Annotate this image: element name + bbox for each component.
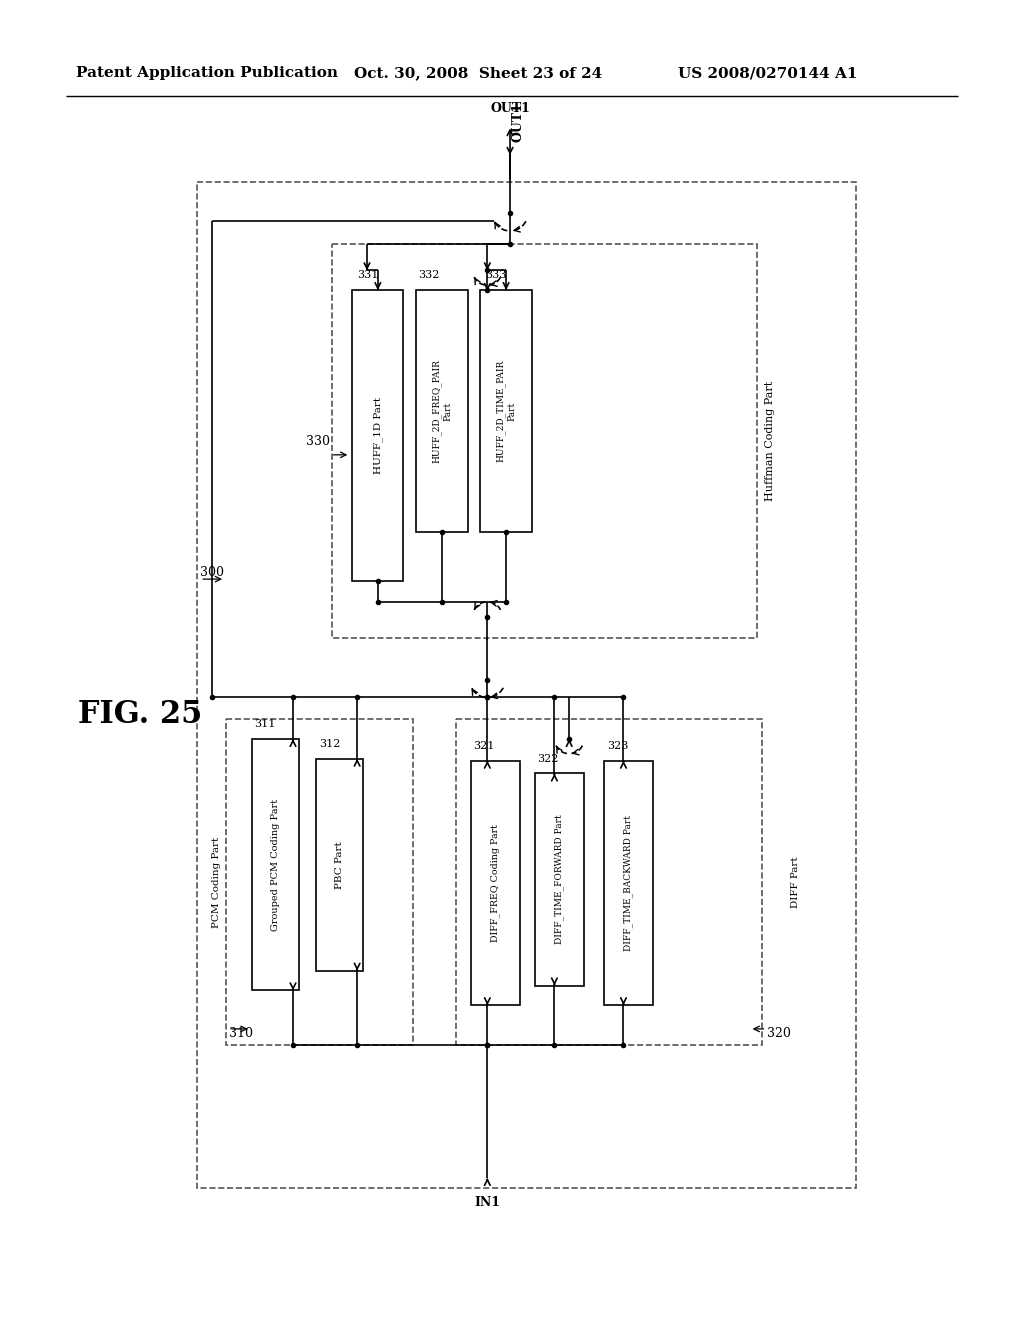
Text: DIFF Part: DIFF Part bbox=[792, 857, 800, 908]
Bar bbox=[226, 719, 414, 1044]
Text: HUFF_2D_TIME_PAIR
Part: HUFF_2D_TIME_PAIR Part bbox=[496, 360, 516, 462]
Bar bbox=[480, 290, 531, 532]
Text: 300: 300 bbox=[201, 566, 224, 579]
Text: Oct. 30, 2008  Sheet 23 of 24: Oct. 30, 2008 Sheet 23 of 24 bbox=[354, 66, 602, 81]
Text: DIFF_TIME_BACKWARD Part: DIFF_TIME_BACKWARD Part bbox=[624, 814, 633, 950]
Text: IN1: IN1 bbox=[474, 1196, 501, 1209]
Text: US 2008/0270144 A1: US 2008/0270144 A1 bbox=[678, 66, 857, 81]
Text: OUT1: OUT1 bbox=[512, 103, 525, 143]
Bar bbox=[535, 774, 584, 986]
Bar bbox=[471, 760, 520, 1006]
Text: Huffman Coding Part: Huffman Coding Part bbox=[765, 381, 774, 502]
Text: Patent Application Publication: Patent Application Publication bbox=[76, 66, 338, 81]
Text: 332: 332 bbox=[418, 271, 439, 280]
Text: 312: 312 bbox=[318, 739, 340, 748]
Bar bbox=[333, 244, 757, 639]
Text: FIG. 25: FIG. 25 bbox=[78, 700, 202, 730]
Text: 322: 322 bbox=[537, 754, 558, 763]
Bar bbox=[198, 182, 856, 1188]
Text: HUFF_1D Part: HUFF_1D Part bbox=[373, 397, 383, 474]
Text: DIFF_TIME_FORWARD Part: DIFF_TIME_FORWARD Part bbox=[555, 814, 564, 944]
Bar bbox=[417, 290, 468, 532]
Bar bbox=[252, 739, 299, 990]
Text: 330: 330 bbox=[306, 434, 331, 447]
Text: 333: 333 bbox=[485, 271, 507, 280]
Text: OUT1: OUT1 bbox=[490, 103, 530, 115]
Text: HUFF_2D_FREQ_PAIR
Part: HUFF_2D_FREQ_PAIR Part bbox=[432, 359, 452, 463]
Bar bbox=[604, 760, 653, 1006]
Text: DIFF_FREQ Coding Part: DIFF_FREQ Coding Part bbox=[490, 824, 500, 942]
Text: 331: 331 bbox=[357, 271, 379, 280]
Bar bbox=[315, 759, 364, 970]
Text: 311: 311 bbox=[255, 719, 275, 729]
Bar bbox=[352, 290, 403, 581]
Text: 310: 310 bbox=[229, 1027, 253, 1040]
Text: Grouped PCM Coding Part: Grouped PCM Coding Part bbox=[270, 799, 280, 931]
Text: PCM Coding Part: PCM Coding Part bbox=[212, 837, 221, 928]
Text: 321: 321 bbox=[473, 741, 495, 751]
Text: 323: 323 bbox=[606, 741, 628, 751]
Text: PBC Part: PBC Part bbox=[335, 841, 344, 888]
Text: 320: 320 bbox=[767, 1027, 791, 1040]
Bar bbox=[456, 719, 762, 1044]
